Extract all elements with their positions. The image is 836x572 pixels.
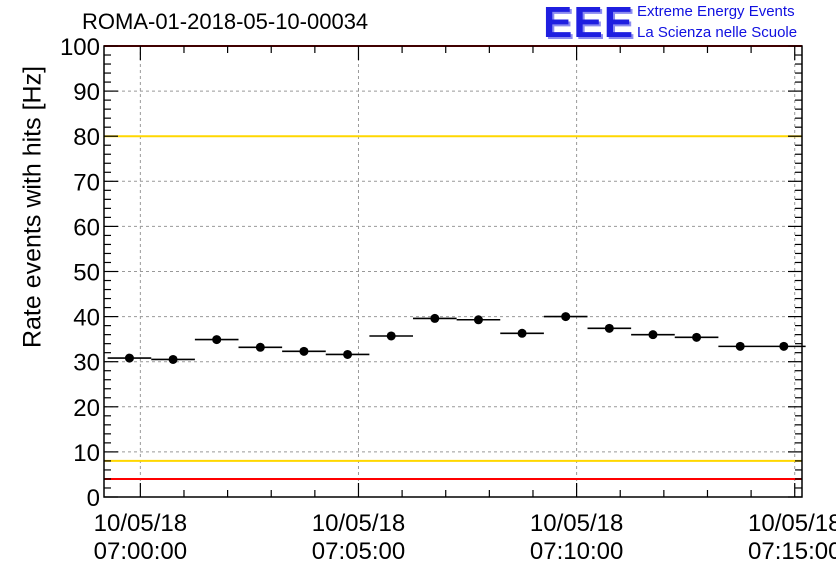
tick-labels: 010203040506070809010010/05/1807:00:0010… [60,34,836,565]
x-tick-label-date: 10/05/18 [312,510,405,537]
y-tick-label: 80 [73,124,100,151]
y-tick-label: 40 [73,305,100,332]
eee-logo: EEE [543,0,635,47]
data-point [124,353,134,363]
data-point [473,315,483,325]
chart-title: ROMA-01-2018-05-10-00034 [82,9,369,34]
data-point [299,346,309,356]
x-tick-label-time: 07:00:00 [94,538,187,565]
data-point [386,331,396,341]
logo-line-1: Extreme Energy Events [637,3,795,20]
data-point [779,341,789,351]
axes [103,45,803,498]
data-point [648,330,658,340]
x-tick-label-time: 07:05:00 [312,538,405,565]
data-point [343,349,353,359]
y-tick-label: 50 [73,260,100,287]
data-point [430,313,440,323]
y-tick-label: 30 [73,350,100,377]
y-axis-label: Rate events with hits [Hz] [18,65,47,349]
x-tick-label-time: 07:15:00 [748,538,836,565]
y-tick-label: 90 [73,79,100,106]
x-tick-label-date: 10/05/18 [530,510,623,537]
data-point [212,335,222,345]
data-point [561,312,571,322]
reference-lines [104,45,802,480]
y-tick-label: 70 [73,169,100,196]
y-tick-label: 20 [73,395,100,422]
y-tick-label: 100 [60,34,100,61]
data-point [692,332,702,342]
y-tick-label: 60 [73,214,100,241]
data-series [107,312,806,364]
data-point [517,328,527,338]
y-tick-label: 0 [87,485,100,512]
grid [104,46,802,497]
data-point [604,323,614,333]
data-point [168,354,178,364]
x-tick-label-date: 10/05/18 [94,510,187,537]
data-point [735,341,745,351]
logo-line-2: La Scienza nelle Scuole [637,24,798,41]
y-tick-label: 10 [73,440,100,467]
x-tick-label-time: 07:10:00 [530,538,623,565]
data-point [255,342,265,352]
x-tick-label-date: 10/05/18 [748,510,836,537]
